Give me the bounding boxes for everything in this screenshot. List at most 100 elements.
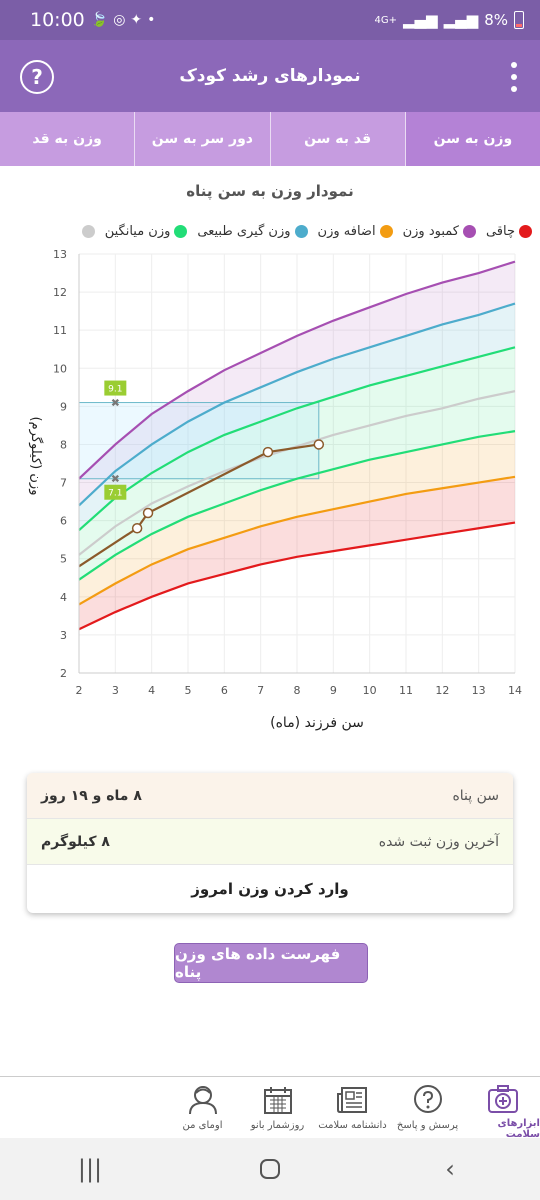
chart-band <box>79 431 515 605</box>
y-tick-label: 11 <box>53 324 67 337</box>
child-weight-point <box>313 439 325 450</box>
x-tick-label: 14 <box>508 684 522 697</box>
marker-label: 9.1 <box>108 385 122 395</box>
bottom-nav: ابزارهای سلامت پرسش و پاسخ دانشنامه سلام… <box>0 1076 540 1140</box>
legend-dot-icon <box>519 225 532 238</box>
y-tick-label: 8 <box>60 438 67 451</box>
marker-label: 7.1 <box>108 489 122 499</box>
x-tick-label: 12 <box>435 684 449 697</box>
y-tick-label: 9 <box>60 400 67 413</box>
leaf-icon: 🍃 <box>90 12 109 28</box>
medical-kit-icon <box>486 1083 520 1115</box>
calendar-icon <box>261 1083 295 1117</box>
legend-label: چاقی <box>485 224 515 239</box>
marker-x-icon: ✖ <box>111 473 120 486</box>
page-title: نمودارهای رشد کودک <box>179 66 361 86</box>
help-icon[interactable]: ? <box>20 60 54 94</box>
x-tick-label: 10 <box>363 684 377 697</box>
weight-data-list-button[interactable]: فهرست داده های وزن پناه <box>174 943 368 983</box>
nav-label: ابزارهای سلامت <box>497 1118 540 1140</box>
home-icon[interactable] <box>250 1149 290 1189</box>
legend-label: وزن میانگین <box>104 224 171 239</box>
legend-dot-icon <box>294 225 308 238</box>
growth-chart[interactable]: ✖ 9.1 ✖ 7.1 2 3 4 5 6 7 8 9 10 11 12 13 14 2 3 4 5 6 7 8 9 10 11 12… <box>0 248 540 748</box>
nav-health-tools[interactable]: ابزارهای سلامت <box>465 1077 540 1140</box>
child-weight-point <box>142 507 154 519</box>
nav-calendar[interactable]: روزشمار بانو <box>240 1077 315 1138</box>
back-icon[interactable]: ‹ <box>445 1155 455 1183</box>
x-tick-label: 6 <box>221 684 228 697</box>
age-row: سن پناه ۸ ماه و ۱۹ روز <box>27 773 513 819</box>
recent-apps-icon[interactable]: ||| <box>77 1155 103 1183</box>
question-bubble-icon <box>411 1083 445 1117</box>
x-tick-label: 8 <box>294 684 301 697</box>
age-label: سن پناه <box>452 787 499 804</box>
x-tick-label: 9 <box>330 684 337 697</box>
series-line-4 <box>78 430 516 581</box>
legend-label: اضافه وزن <box>317 224 376 239</box>
series-line-6 <box>78 521 516 631</box>
system-nav-bar: ||| ‹ <box>0 1138 540 1200</box>
x-axis-label: سن فرزند (ماه) <box>270 715 364 731</box>
chart-band <box>79 476 515 630</box>
marker-label-box <box>104 380 127 396</box>
y-tick-label: 13 <box>53 248 67 261</box>
weight-value: ۸ کیلوگرم <box>41 833 110 850</box>
status-time: 10:00 <box>30 9 85 31</box>
nav-encyclopedia[interactable]: دانشنامه سلامت <box>315 1077 390 1138</box>
legend-item-overweight: اضافه وزن <box>318 224 393 239</box>
magic-wand-icon: ✦ <box>130 12 143 28</box>
status-bar: 10:00 🍃 ◎ ✦ • 4G+ ▂▄▆ ▂▄▆ 8% <box>0 0 540 40</box>
nav-label: اومای من <box>182 1120 223 1131</box>
nav-qa[interactable]: پرسش و پاسخ <box>390 1077 465 1138</box>
y-tick-label: 4 <box>60 591 67 604</box>
marker-label-box <box>104 484 127 500</box>
network-type: 4G+ <box>374 14 397 26</box>
legend-item-obesity: چاقی <box>486 224 532 239</box>
nav-label: دانشنامه سلامت <box>318 1120 387 1131</box>
nav-my-profile[interactable]: اومای من <box>165 1077 240 1138</box>
series-line-1 <box>78 302 516 507</box>
signal-icon: ▂▄▆ <box>402 11 438 29</box>
y-tick-label: 10 <box>53 362 67 375</box>
enter-weight-button[interactable]: وارد کردن وزن امروز <box>191 880 349 898</box>
weight-label: آخرین وزن ثبت شده <box>378 833 499 850</box>
x-tick-label: 3 <box>112 684 119 697</box>
chart-band <box>79 261 515 506</box>
dot-icon: • <box>147 12 156 28</box>
newspaper-icon <box>336 1083 370 1117</box>
user-avatar-icon <box>186 1083 220 1117</box>
series-line-3 <box>78 390 516 556</box>
nav-label: روزشمار بانو <box>250 1120 305 1131</box>
legend-label: وزن گیری طبیعی <box>197 224 291 239</box>
more-vert-icon[interactable] <box>510 62 518 92</box>
child-weight-point <box>131 523 143 534</box>
x-tick-label: 13 <box>472 684 486 697</box>
x-tick-label: 2 <box>76 684 83 697</box>
x-tick-label: 7 <box>257 684 264 697</box>
chart-legend: چاقی کمبود وزن اضافه وزن وزن گیری طبیعی … <box>8 224 532 239</box>
y-tick-label: 7 <box>60 477 67 490</box>
tab-weight-for-age[interactable]: وزن به سن <box>404 112 540 166</box>
series-line-2 <box>78 346 516 531</box>
tab-head-for-age[interactable]: دور سر به سن <box>134 112 269 166</box>
x-tick-label: 4 <box>148 684 155 697</box>
tab-bar: وزن به سن قد به سن دور سر به سن وزن به ق… <box>0 112 540 166</box>
legend-label: کمبود وزن <box>402 224 459 239</box>
y-tick-label: 3 <box>60 629 67 642</box>
chart-band <box>79 303 515 531</box>
legend-item-underweight: کمبود وزن <box>403 224 476 239</box>
battery-text: 8% <box>484 11 508 29</box>
tab-weight-for-height[interactable]: وزن به قد <box>32 131 102 147</box>
chart-band <box>79 347 515 555</box>
weight-row: آخرین وزن ثبت شده ۸ کیلوگرم <box>27 819 513 865</box>
info-card: سن پناه ۸ ماه و ۱۹ روز آخرین وزن ثبت شده… <box>27 773 513 913</box>
battery-icon <box>514 11 524 29</box>
legend-dot-icon <box>81 225 95 238</box>
y-tick-label: 6 <box>60 515 67 528</box>
legend-dot-icon <box>462 225 476 238</box>
tab-height-for-age[interactable]: قد به سن <box>269 112 405 166</box>
signal-icon-2: ▂▄▆ <box>443 11 479 29</box>
y-tick-label: 2 <box>60 667 67 680</box>
y-tick-label: 12 <box>53 286 67 299</box>
